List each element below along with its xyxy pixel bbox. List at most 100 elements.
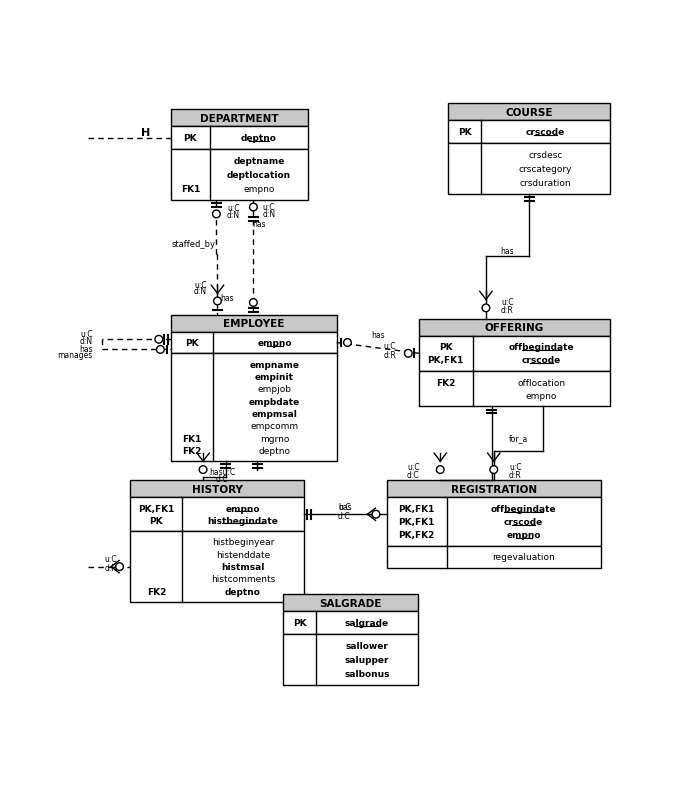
Text: PK,FK1: PK,FK1 — [138, 504, 175, 513]
Text: PK: PK — [439, 342, 453, 352]
Text: empno: empno — [257, 338, 292, 347]
Text: u:C: u:C — [338, 502, 351, 512]
Bar — [130, 532, 304, 602]
Text: has: has — [371, 331, 385, 340]
Text: REGISTRATION: REGISTRATION — [451, 484, 537, 494]
Text: COURSE: COURSE — [506, 107, 553, 117]
Text: d:R: d:R — [509, 470, 522, 479]
Text: salbonus: salbonus — [344, 670, 390, 678]
Text: empno: empno — [526, 391, 557, 400]
Text: u:C: u:C — [80, 330, 92, 338]
Circle shape — [199, 466, 207, 474]
Text: manages: manages — [57, 350, 92, 359]
Text: empcomm: empcomm — [250, 422, 299, 431]
Text: crscategory: crscategory — [519, 164, 572, 174]
Text: empname: empname — [250, 360, 299, 369]
Bar — [283, 594, 417, 611]
Text: histmsal: histmsal — [221, 562, 265, 571]
Bar — [419, 336, 610, 371]
Text: crscode: crscode — [522, 356, 561, 365]
Text: u:C: u:C — [509, 463, 522, 472]
Text: d:R: d:R — [105, 563, 117, 572]
Bar — [171, 354, 337, 461]
Text: mgrno: mgrno — [260, 434, 289, 443]
Circle shape — [214, 298, 221, 306]
Text: deptname: deptname — [233, 157, 284, 166]
Circle shape — [482, 305, 490, 312]
Bar — [419, 371, 610, 407]
Bar — [386, 498, 601, 546]
Text: FK1: FK1 — [182, 434, 201, 443]
Text: FK2: FK2 — [436, 379, 455, 387]
Text: deptno: deptno — [241, 134, 277, 143]
Text: d:C: d:C — [338, 511, 351, 520]
Text: PK,FK2: PK,FK2 — [399, 530, 435, 540]
Text: empno: empno — [506, 530, 541, 540]
Text: u:C: u:C — [227, 204, 239, 213]
Text: PK,FK1: PK,FK1 — [428, 356, 464, 365]
Text: u:C: u:C — [407, 463, 420, 472]
Text: empmsal: empmsal — [252, 409, 297, 419]
Bar — [448, 104, 610, 121]
Text: has: has — [338, 502, 352, 512]
Text: H: H — [141, 128, 150, 138]
Text: crscode: crscode — [526, 128, 565, 137]
Text: histcomments: histcomments — [211, 575, 275, 584]
Bar — [171, 332, 337, 354]
Text: histenddate: histenddate — [216, 550, 270, 559]
Text: for_a: for_a — [509, 433, 529, 442]
Text: FK1: FK1 — [181, 184, 200, 194]
Circle shape — [344, 339, 351, 347]
Bar — [283, 611, 417, 634]
Text: deptno: deptno — [225, 587, 261, 596]
Text: hasu:C: hasu:C — [209, 468, 235, 477]
Text: histbeginyear: histbeginyear — [212, 538, 274, 547]
Bar — [130, 498, 304, 532]
Text: has: has — [501, 246, 514, 255]
Text: DEPARTMENT: DEPARTMENT — [200, 114, 279, 124]
Text: crscode: crscode — [504, 517, 543, 526]
Circle shape — [157, 346, 164, 354]
Text: d:R: d:R — [384, 350, 396, 359]
Bar — [419, 319, 610, 336]
Text: salupper: salupper — [345, 655, 389, 664]
Text: SALGRADE: SALGRADE — [319, 598, 382, 608]
Text: u:C: u:C — [262, 202, 275, 212]
Text: d:N: d:N — [79, 336, 92, 345]
Bar — [171, 315, 337, 332]
Text: has: has — [253, 220, 266, 229]
Text: empbdate: empbdate — [249, 397, 300, 406]
Text: PK: PK — [150, 516, 163, 525]
Text: staffed_by: staffed_by — [171, 240, 215, 249]
Text: FK2: FK2 — [182, 446, 201, 456]
Text: FK2: FK2 — [147, 587, 166, 596]
Bar — [448, 144, 610, 195]
Circle shape — [436, 466, 444, 474]
Text: empjob: empjob — [257, 385, 292, 394]
Text: histbegindate: histbegindate — [208, 516, 278, 525]
Bar — [171, 127, 308, 150]
Text: empno: empno — [226, 504, 260, 513]
Text: PK: PK — [457, 128, 471, 137]
Text: deptno: deptno — [259, 446, 290, 456]
Text: offbegindate: offbegindate — [509, 342, 574, 352]
Text: empinit: empinit — [255, 372, 294, 382]
Text: d:C: d:C — [215, 475, 228, 484]
Text: crsdesc: crsdesc — [528, 151, 562, 160]
Text: sallower: sallower — [346, 642, 388, 650]
Text: regevaluation: regevaluation — [493, 553, 555, 561]
Text: deptlocation: deptlocation — [227, 171, 291, 180]
Text: empno: empno — [243, 184, 275, 194]
Circle shape — [404, 350, 412, 358]
Circle shape — [213, 211, 220, 218]
Bar — [283, 634, 417, 686]
Bar — [386, 546, 601, 569]
Bar — [171, 150, 308, 200]
Text: offlocation: offlocation — [518, 379, 565, 387]
Bar — [448, 121, 610, 144]
Circle shape — [250, 204, 257, 212]
Text: d:N: d:N — [194, 287, 207, 296]
Text: crsduration: crsduration — [520, 179, 571, 188]
Circle shape — [116, 563, 124, 571]
Text: PK: PK — [293, 618, 306, 627]
